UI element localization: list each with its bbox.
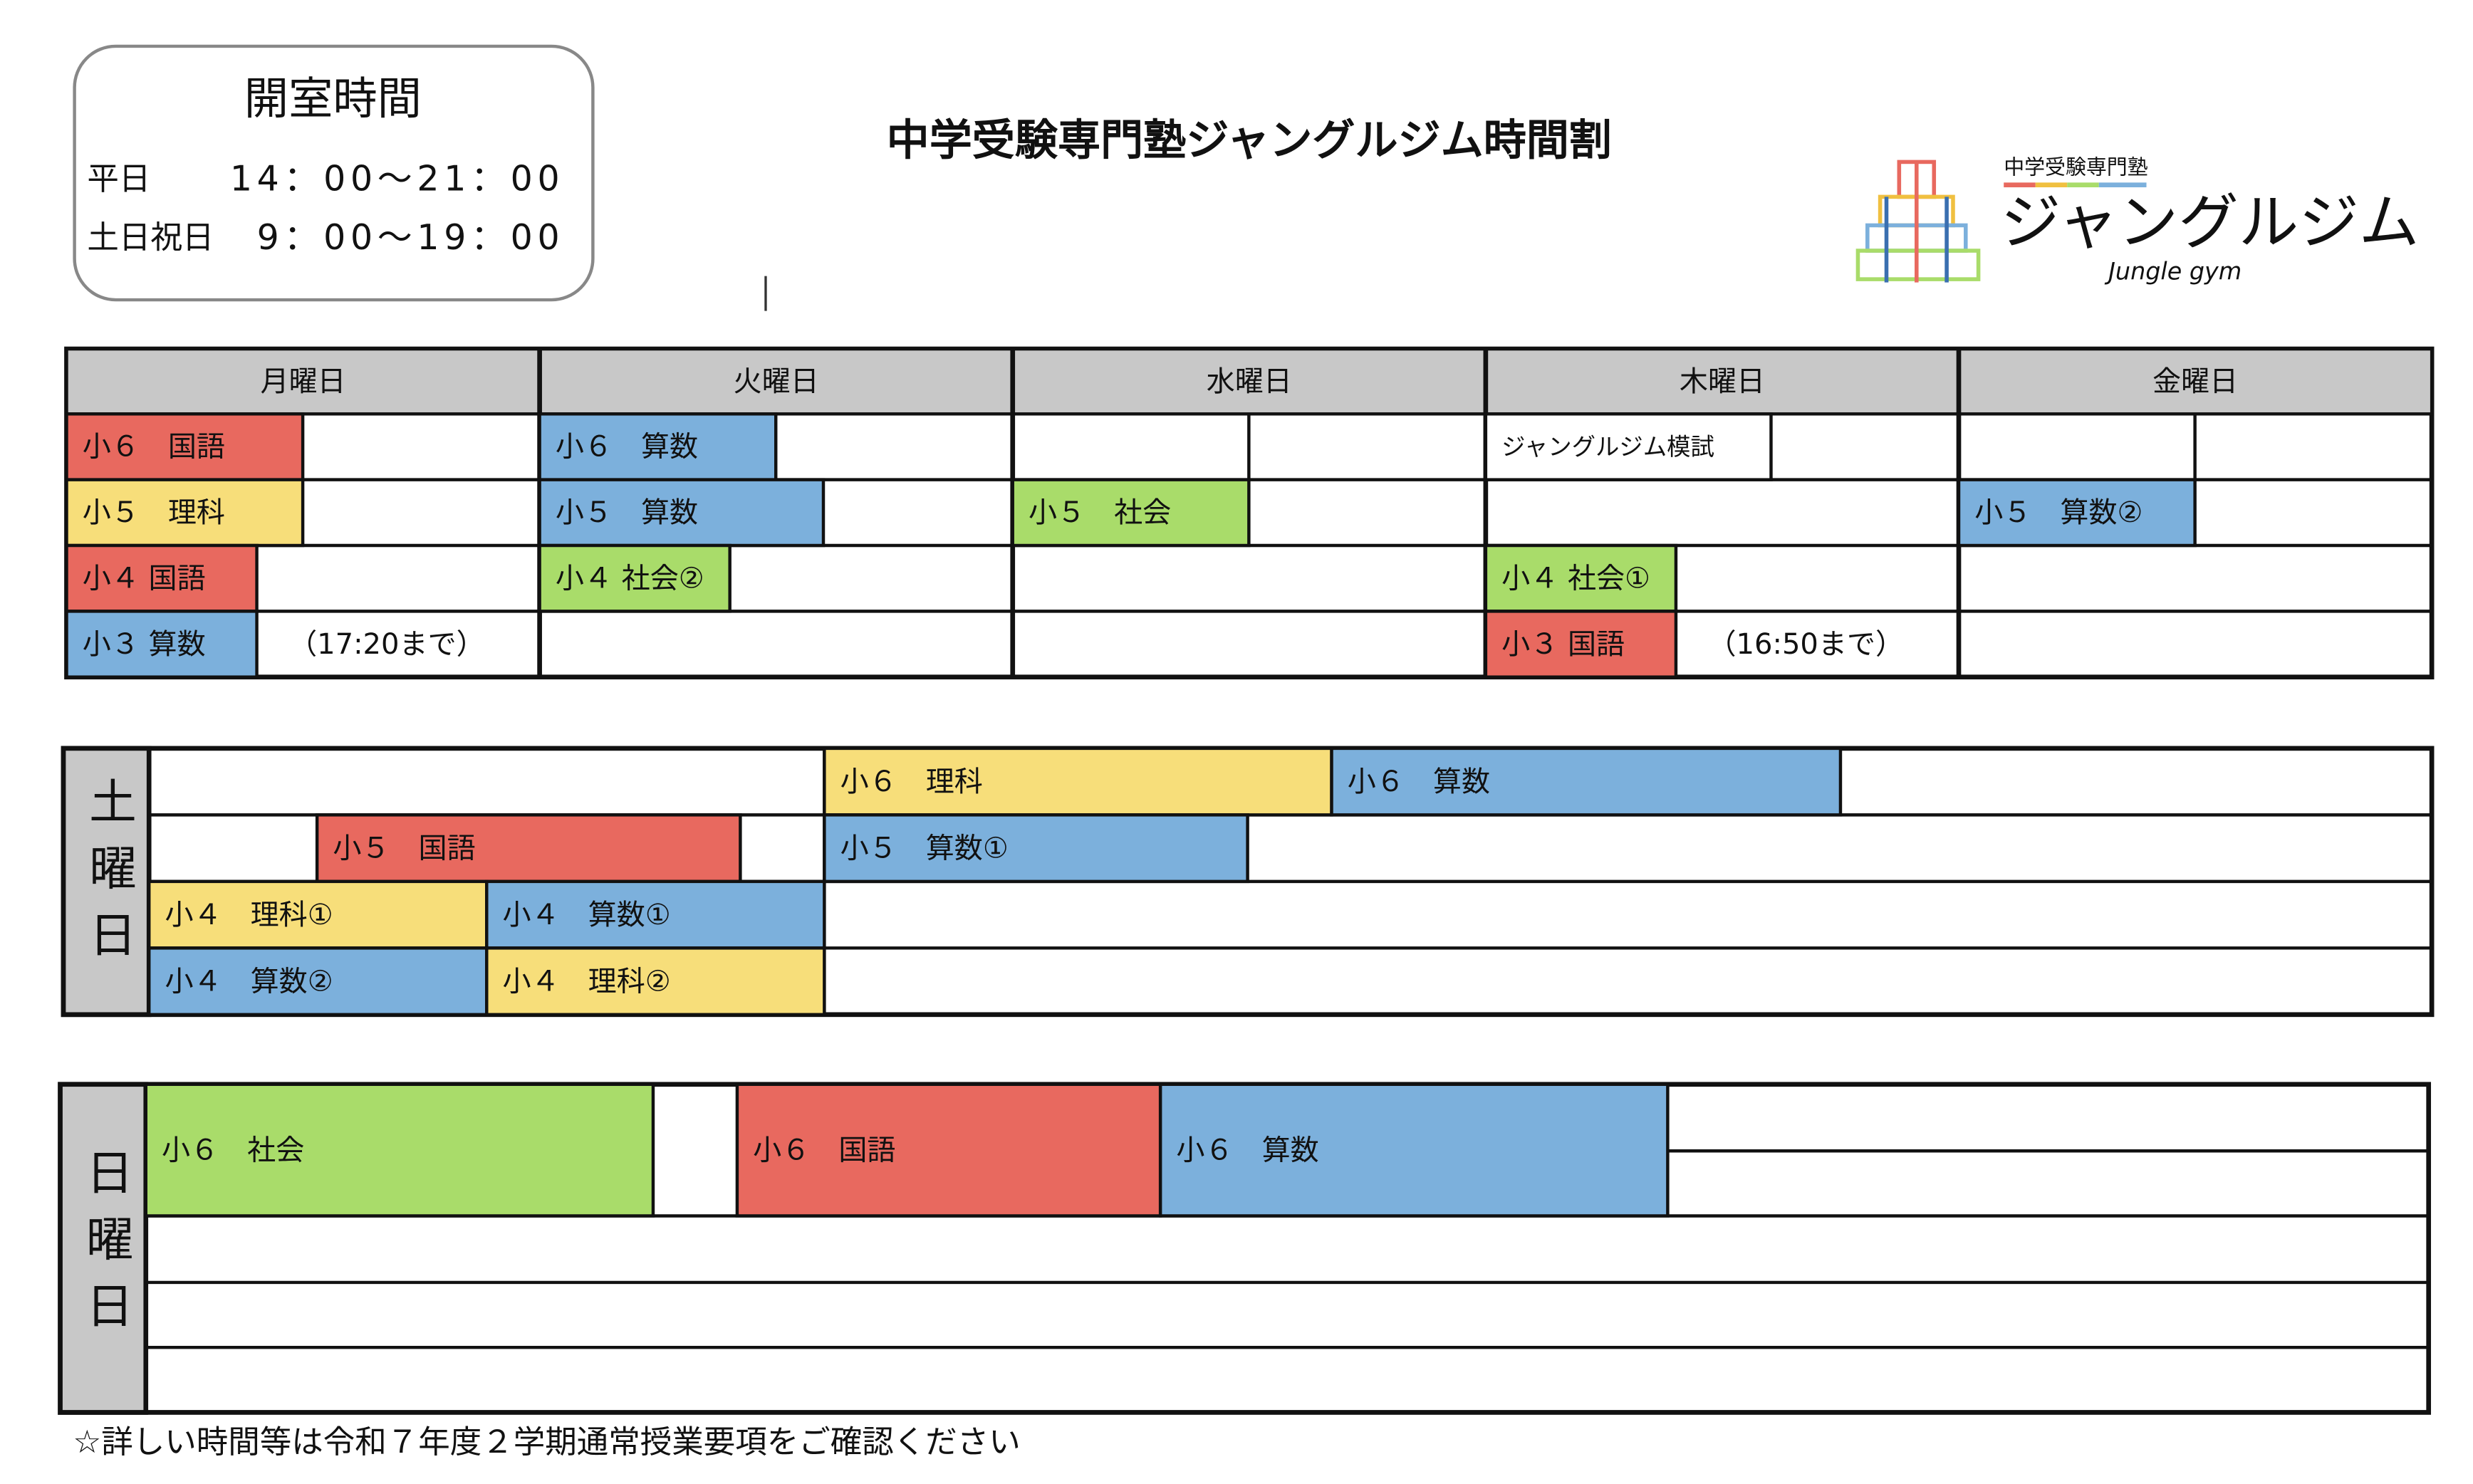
day-header: 火曜日 bbox=[734, 365, 819, 398]
lesson-label: 小６ 国語 bbox=[753, 1134, 895, 1166]
day-header: 月曜日 bbox=[260, 365, 345, 398]
lesson-label: 小３ 算数 bbox=[83, 628, 206, 661]
lesson-label: 小５ 算数① bbox=[840, 832, 1009, 864]
hours-time: 14：00〜21：00 bbox=[230, 159, 564, 199]
saturday-label: 土曜日 bbox=[82, 777, 137, 976]
lesson-cell bbox=[65, 412, 305, 481]
logo-sub: Jungle gym bbox=[2104, 258, 2242, 286]
logo: 中学受験専門塾 ジャングルジム Jungle gym bbox=[1855, 155, 2420, 286]
lesson-cell bbox=[735, 1082, 1162, 1218]
lesson-cell bbox=[485, 946, 826, 1017]
weekday-header bbox=[65, 347, 2434, 416]
lesson-cell bbox=[144, 1082, 655, 1218]
lesson-cell bbox=[65, 610, 259, 679]
lesson-label: 小４ 理科① bbox=[165, 899, 333, 931]
logo-bar bbox=[2098, 182, 2147, 188]
sunday-label-cell bbox=[58, 1082, 149, 1415]
lesson-label: 小５ 国語 bbox=[333, 832, 475, 864]
lesson-label: 小６ 算数 bbox=[1348, 765, 1490, 798]
lesson-label: ジャングルジム模試 bbox=[1501, 433, 1714, 461]
lesson-label: 小６ 算数 bbox=[556, 431, 698, 464]
lesson-label: （17:20まで） bbox=[288, 628, 485, 661]
lesson-cell bbox=[1330, 746, 1843, 817]
lesson-cell bbox=[538, 543, 732, 613]
lesson-label: 小５ 社会 bbox=[1029, 496, 1171, 529]
lesson-label: 小６ 理科 bbox=[840, 765, 983, 798]
lesson-label: 小３ 国語 bbox=[1501, 628, 1625, 661]
footer-note: ☆詳しい時間等は令和７年度２学期通常授業要項をご確認ください bbox=[73, 1424, 1020, 1461]
lesson-label: 小４ 国語 bbox=[83, 562, 206, 595]
lesson-cell bbox=[1957, 478, 2197, 548]
lesson-label: 小６ 算数 bbox=[1176, 1134, 1318, 1166]
day-header: 水曜日 bbox=[1207, 365, 1292, 398]
logo-tagline: 中学受験専門塾 bbox=[2004, 155, 2148, 179]
day-header: 金曜日 bbox=[2152, 365, 2238, 398]
lesson-cell bbox=[538, 478, 826, 548]
lesson-cell bbox=[147, 946, 489, 1017]
lesson-label: 小４ 理科② bbox=[503, 965, 671, 998]
lesson-cell bbox=[538, 412, 778, 481]
hours-label: 平日 bbox=[87, 161, 150, 197]
logo-bar bbox=[2004, 182, 2036, 188]
lesson-label: 小４ 社会② bbox=[556, 562, 704, 595]
logo-name: ジャングルジム bbox=[2001, 188, 2420, 258]
hours-title: 開室時間 bbox=[244, 73, 422, 125]
hours-label: 土日祝日 bbox=[87, 219, 214, 256]
lesson-cell bbox=[485, 879, 826, 950]
lesson-label: 小５ 理科 bbox=[83, 496, 225, 529]
lesson-label: 小４ 算数② bbox=[165, 965, 333, 998]
lesson-label: 小５ 算数 bbox=[556, 496, 698, 529]
lesson-label: 小６ 社会 bbox=[162, 1134, 304, 1166]
page-title: 中学受験専門塾ジャングルジム時間割 bbox=[887, 115, 1612, 165]
day-header: 木曜日 bbox=[1680, 365, 1765, 398]
lesson-cell bbox=[1484, 610, 1678, 679]
lesson-cell bbox=[147, 879, 489, 950]
lesson-label: 小４ 社会① bbox=[1501, 562, 1650, 595]
lesson-cell bbox=[1484, 543, 1678, 613]
lesson-cell bbox=[1158, 1082, 1670, 1218]
lesson-cell bbox=[65, 478, 305, 548]
lesson-label: （16:50まで） bbox=[1707, 628, 1904, 661]
lesson-cell bbox=[823, 813, 1249, 884]
lesson-label: 小４ 算数① bbox=[503, 899, 671, 931]
lesson-cell bbox=[1011, 478, 1251, 548]
lesson-label: 小５ 算数② bbox=[1974, 496, 2143, 529]
sunday-label: 日曜日 bbox=[78, 1148, 134, 1347]
lesson-label: 小６ 国語 bbox=[83, 431, 225, 464]
hours-box bbox=[73, 44, 595, 302]
hours-time: 9：00〜19：00 bbox=[257, 217, 565, 258]
lesson-cell bbox=[315, 813, 742, 884]
lesson-cell bbox=[65, 543, 259, 613]
logo-bar bbox=[2035, 182, 2068, 188]
logo-bar bbox=[2067, 182, 2099, 188]
lesson-cell bbox=[1484, 412, 1773, 481]
